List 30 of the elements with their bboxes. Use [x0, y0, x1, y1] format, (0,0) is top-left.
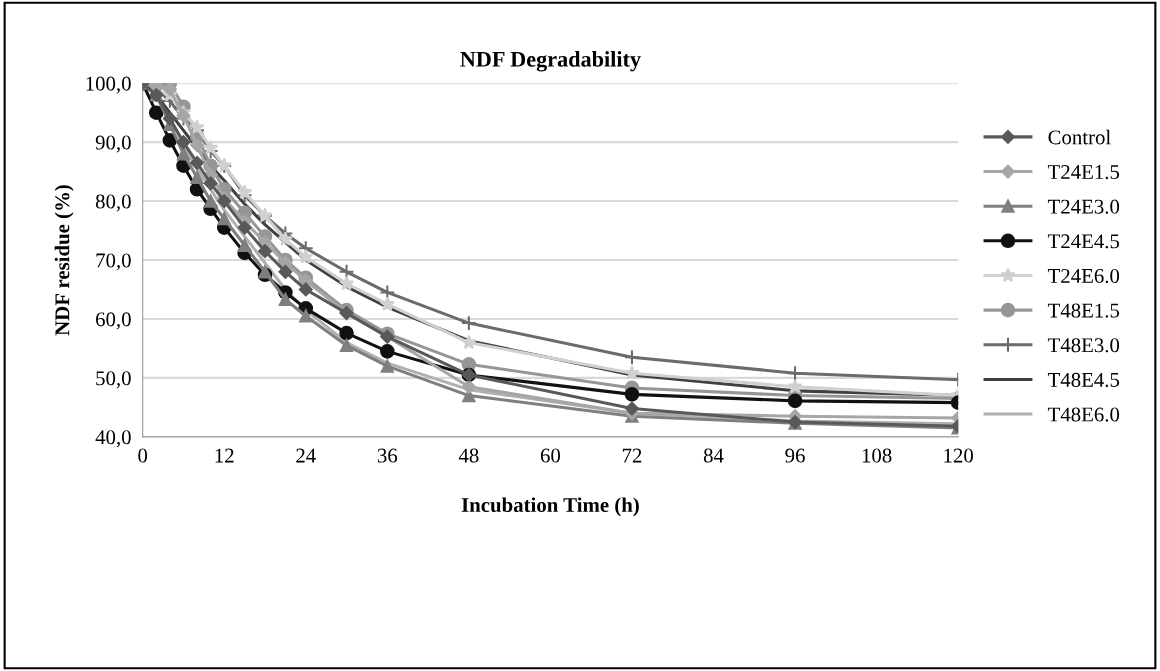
x-tick-label: 72 [622, 448, 642, 463]
x-tick-label: 24 [296, 448, 316, 463]
y-tick-label: 90,0 [95, 135, 131, 153]
y-tick-label: 80,0 [95, 194, 131, 212]
legend-label: T48E4.5 [1047, 372, 1120, 387]
x-axis-title: Incubation Time (h) [461, 497, 639, 517]
x-tick-label: 96 [785, 448, 805, 463]
y-tick-label: 60,0 [96, 312, 131, 330]
legend-label: T24E4.5 [1047, 234, 1120, 249]
legend-label: T24E1.5 [1047, 165, 1120, 180]
legend-label: Control [1048, 129, 1111, 145]
x-tick-label: 60 [540, 448, 561, 463]
legend-label: T24E3.0 [1047, 199, 1120, 214]
x-tick-label: 12 [215, 448, 234, 463]
y-tick-label: 100,0 [86, 76, 131, 94]
x-tick-label: 48 [458, 448, 479, 463]
legend-label: T48E3.0 [1047, 338, 1120, 353]
y-tick-label: 70,0 [96, 253, 131, 271]
chart-title: NDF Degradability [460, 51, 641, 72]
y-axis-title: NDF residue (%) [54, 185, 74, 336]
legend-label: T48E6.0 [1047, 407, 1120, 422]
x-tick-label: 36 [377, 448, 398, 463]
y-tick-label: 50,0 [96, 371, 131, 389]
x-tick-label: 108 [862, 448, 892, 463]
y-tick-label: 40,0 [95, 430, 131, 448]
x-tick-label: 0 [138, 448, 148, 463]
legend-label: T24E6.0 [1047, 268, 1120, 284]
x-tick-label: 84 [703, 448, 724, 463]
legend-label: T48E1.5 [1047, 303, 1120, 318]
x-tick-label: 120 [944, 448, 973, 463]
